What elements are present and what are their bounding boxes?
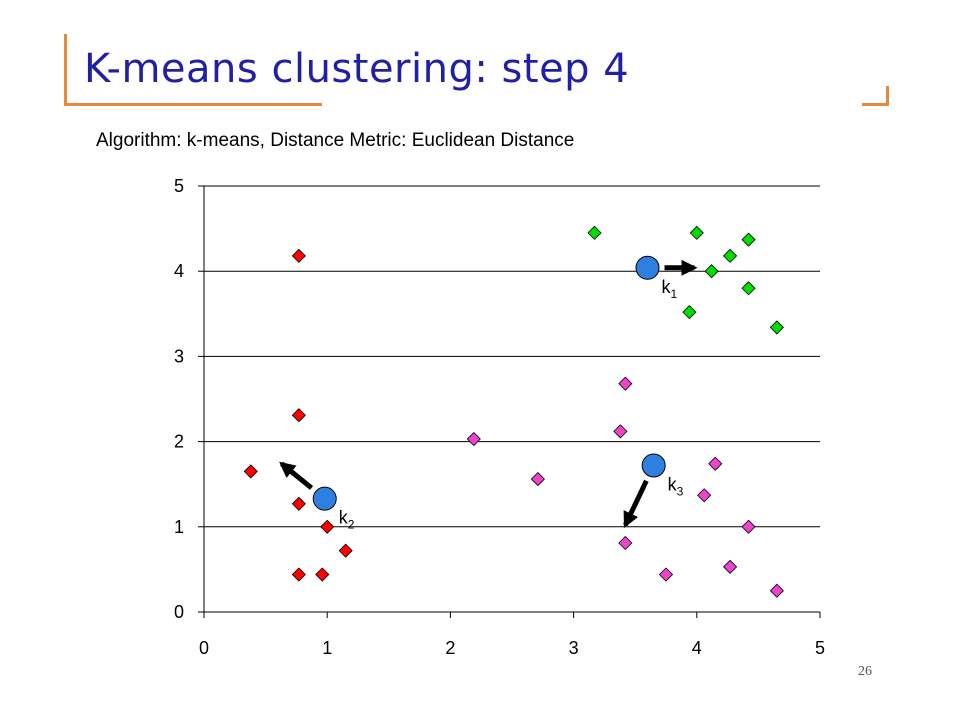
- x-tick-label-5: 5: [815, 638, 825, 658]
- y-tick-label-5: 5: [174, 176, 184, 196]
- data-point-series-3-9: [658, 567, 674, 582]
- data-point-series-3-5: [708, 456, 723, 471]
- data-point-series-2-3: [741, 232, 756, 247]
- centroid-label-k1: k1: [662, 277, 678, 301]
- data-point-series-3-2: [466, 431, 481, 447]
- data-point-series-3-8: [618, 535, 633, 551]
- data-point-series-3-11: [769, 583, 784, 598]
- centroid-arrow-3: [623, 479, 649, 528]
- centroid-k3: [641, 453, 666, 478]
- data-point-series-2-8: [769, 320, 784, 335]
- data-point-series-3-7: [741, 519, 756, 534]
- data-point-series-1-2: [291, 408, 306, 423]
- data-point-series-3-1: [618, 376, 633, 391]
- centroid-k1: [635, 255, 660, 280]
- centroid-arrow-2: [279, 461, 314, 490]
- title-bracket-right-vertical: [886, 86, 889, 106]
- title-bracket-left-vertical: [64, 34, 67, 106]
- data-point-series-1-1: [291, 248, 306, 263]
- data-point-series-2-5: [704, 264, 719, 279]
- slide-title: K-means clustering: step 4: [84, 46, 630, 92]
- y-tick-label-1: 1: [174, 517, 184, 537]
- y-tick-label-3: 3: [174, 346, 184, 366]
- data-point-series-3-6: [697, 488, 712, 503]
- data-point-series-3-10: [722, 559, 738, 574]
- data-point-series-2-1: [587, 225, 602, 240]
- y-tick-label-4: 4: [174, 261, 184, 281]
- data-point-series-1-5: [320, 519, 335, 534]
- centroid-label-k2: k2: [339, 508, 355, 532]
- x-tick-label-3: 3: [569, 638, 579, 658]
- data-point-series-3-4: [530, 472, 545, 487]
- x-tick-label-1: 1: [322, 638, 332, 658]
- x-tick-label-4: 4: [692, 638, 702, 658]
- data-point-series-1-8: [315, 567, 330, 582]
- data-point-series-2-2: [689, 225, 704, 240]
- data-point-series-3-3: [613, 424, 628, 439]
- data-point-series-2-6: [741, 281, 756, 296]
- title-bracket-right-horizontal: [862, 103, 889, 106]
- data-point-series-1-4: [291, 496, 306, 511]
- y-tick-label-2: 2: [174, 432, 184, 452]
- y-tick-label-0: 0: [174, 602, 184, 622]
- page-number: 26: [858, 664, 872, 679]
- centroid-label-k3: k3: [668, 474, 684, 498]
- data-point-series-1-7: [291, 567, 306, 582]
- x-tick-label-2: 2: [445, 638, 455, 658]
- centroid-k2: [312, 486, 337, 511]
- data-point-series-2-4: [722, 248, 738, 263]
- chart-subtitle: Algorithm: k-means, Distance Metric: Euc…: [96, 130, 575, 151]
- title-bracket-bottom-line: [64, 103, 322, 106]
- x-tick-label-0: 0: [199, 638, 209, 658]
- data-point-series-2-7: [682, 305, 697, 320]
- data-point-series-1-6: [338, 543, 353, 558]
- data-point-series-1-3: [243, 464, 258, 479]
